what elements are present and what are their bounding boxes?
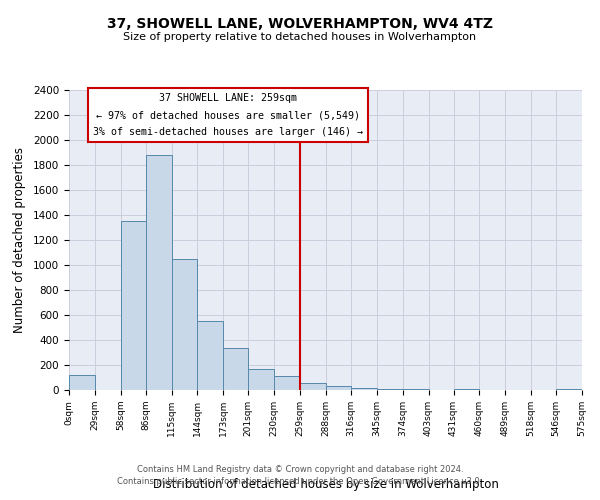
Text: 37, SHOWELL LANE, WOLVERHAMPTON, WV4 4TZ: 37, SHOWELL LANE, WOLVERHAMPTON, WV4 4TZ [107, 18, 493, 32]
X-axis label: Distribution of detached houses by size in Wolverhampton: Distribution of detached houses by size … [152, 478, 499, 491]
Bar [69, 375, 95, 390]
Bar [248, 370, 274, 390]
Bar [172, 259, 197, 390]
Bar [274, 376, 300, 390]
Bar [121, 221, 146, 390]
Bar [326, 386, 351, 390]
Bar [223, 348, 248, 390]
Y-axis label: Number of detached properties: Number of detached properties [13, 147, 26, 333]
Bar [377, 389, 403, 390]
Bar [300, 382, 326, 390]
Text: Contains HM Land Registry data © Crown copyright and database right 2024.: Contains HM Land Registry data © Crown c… [137, 465, 463, 474]
Bar [454, 389, 479, 390]
Bar [146, 155, 172, 390]
Text: 37 SHOWELL LANE: 259sqm
← 97% of detached houses are smaller (5,549)
3% of semi-: 37 SHOWELL LANE: 259sqm ← 97% of detache… [93, 93, 363, 137]
Text: Contains public sector information licensed under the Open Government Licence v3: Contains public sector information licen… [118, 477, 482, 486]
Bar [197, 322, 223, 390]
Bar [351, 388, 377, 390]
Bar [556, 389, 582, 390]
Text: Size of property relative to detached houses in Wolverhampton: Size of property relative to detached ho… [124, 32, 476, 42]
